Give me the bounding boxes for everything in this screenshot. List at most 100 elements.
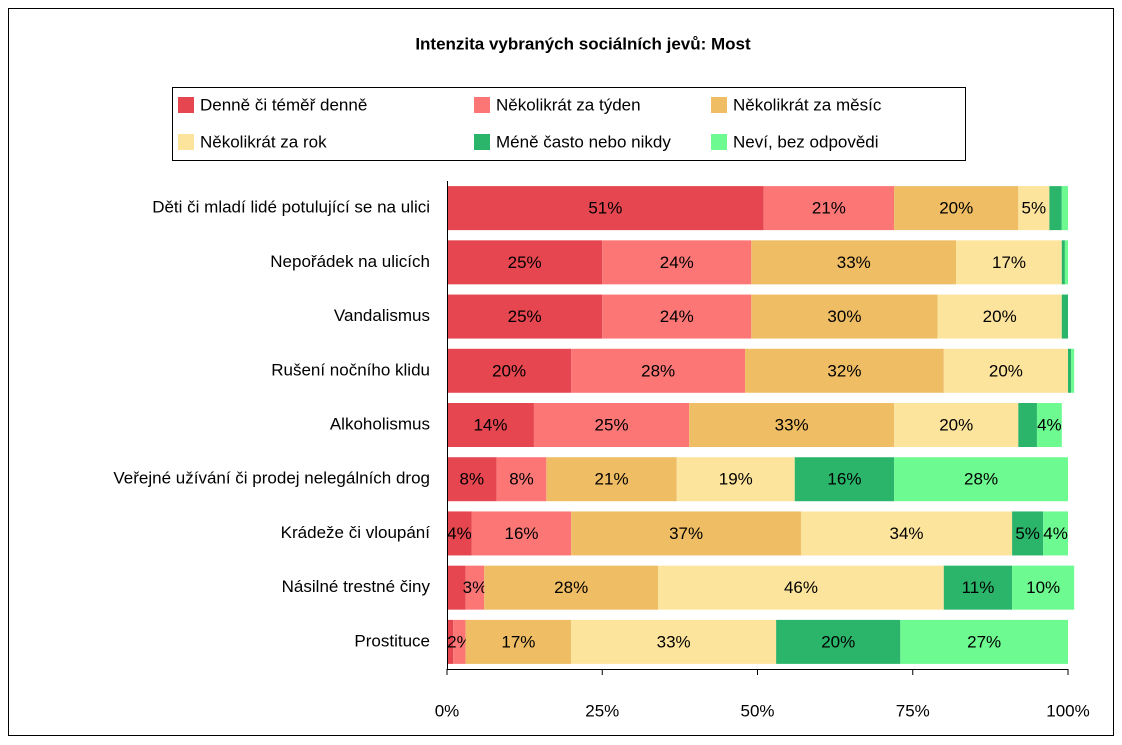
bar-segment — [894, 457, 1068, 502]
data-label: 20% — [492, 361, 526, 380]
data-label: 21% — [812, 199, 846, 218]
bar-segment — [1018, 403, 1037, 447]
bar-segment — [447, 403, 534, 447]
data-label: 2% — [447, 632, 472, 651]
data-label: 24% — [660, 307, 694, 326]
bar-segment — [1018, 186, 1050, 231]
bar-segment — [1012, 565, 1075, 610]
legend-label: Několikrát za měsíc — [733, 95, 882, 114]
bar-segment — [794, 457, 895, 502]
y-tick-label: Alkoholismus — [330, 414, 430, 433]
y-tick-label: Vandalismus — [334, 306, 430, 325]
x-tick-label: 25% — [585, 701, 619, 720]
bar-segment — [602, 240, 752, 285]
bar-segment — [900, 619, 1068, 664]
legend-swatch — [711, 97, 727, 113]
bar-segment — [1071, 348, 1075, 393]
legend-label: Neví, bez odpovědi — [733, 132, 879, 151]
data-label: 34% — [890, 524, 924, 543]
bar-segment — [894, 403, 1019, 447]
bar-segment — [689, 403, 895, 447]
data-label: 11% — [962, 578, 995, 597]
bar-segment — [937, 294, 1062, 339]
bar-segment — [571, 619, 777, 664]
legend-swatch — [474, 97, 490, 113]
bar-segment — [1061, 240, 1065, 285]
bar-segment — [894, 186, 1019, 231]
x-tick-label: 50% — [740, 701, 774, 720]
bar-segment — [956, 240, 1062, 285]
legend-label: Několikrát za rok — [200, 132, 327, 151]
bar-segment — [447, 511, 472, 556]
bar-segment — [447, 565, 466, 610]
data-label: 30% — [827, 307, 861, 326]
legend-box — [172, 87, 966, 161]
bar-segment — [546, 457, 677, 502]
bar-segment — [751, 240, 957, 285]
y-tick-label: Rušení nočního klidu — [271, 360, 430, 379]
bar-segment — [943, 348, 1068, 393]
x-tick-label: 75% — [896, 701, 930, 720]
bar-segment — [602, 294, 752, 339]
chart-title: Intenzita vybraných sociálních jevů: Mos… — [415, 34, 751, 53]
bar-segment — [1061, 186, 1068, 231]
data-label: 20% — [983, 307, 1017, 326]
bar-segment — [465, 619, 572, 664]
data-label: 17% — [992, 253, 1026, 272]
bar-segment — [751, 294, 938, 339]
data-label: 3% — [463, 578, 488, 597]
legend-label: Denně či téměř denně — [200, 95, 367, 114]
data-label: 21% — [595, 470, 629, 489]
data-label: 16% — [827, 470, 861, 489]
data-label: 28% — [964, 470, 998, 489]
bar-segment — [1064, 240, 1068, 285]
data-label: 8% — [509, 470, 534, 489]
bar-segment — [745, 348, 944, 393]
bar-segment — [1068, 348, 1072, 393]
bar-segment — [447, 294, 603, 339]
bar-segment — [496, 457, 547, 502]
bar-segment — [571, 348, 746, 393]
legend-swatch — [474, 134, 490, 150]
y-tick-label: Krádeže či vloupání — [281, 523, 431, 542]
data-label: 32% — [827, 361, 861, 380]
bar-segment — [447, 348, 572, 393]
bar-segment — [800, 511, 1013, 556]
data-label: 20% — [939, 199, 973, 218]
y-tick-label: Veřejné užívání či prodej nelegálních dr… — [113, 469, 430, 488]
bar-segment — [763, 186, 895, 231]
y-tick-label: Násilné trestné činy — [282, 577, 431, 596]
legend-swatch — [711, 134, 727, 150]
bar-segment — [1061, 294, 1068, 339]
bar-segment — [447, 240, 603, 285]
data-label: 25% — [508, 253, 542, 272]
data-label: 33% — [775, 415, 809, 434]
data-label: 33% — [837, 253, 871, 272]
data-label: 25% — [595, 415, 629, 434]
data-label: 46% — [784, 578, 818, 597]
y-tick-label: Prostituce — [354, 631, 430, 650]
data-label: 33% — [657, 632, 691, 651]
data-label: 10% — [1026, 578, 1060, 597]
legend-swatch — [178, 134, 194, 150]
data-label: 27% — [967, 632, 1001, 651]
bar-segment — [447, 457, 497, 502]
data-label: 20% — [989, 361, 1023, 380]
bar-segment — [571, 511, 801, 556]
data-label: 4% — [1037, 415, 1062, 434]
x-tick-label: 100% — [1046, 701, 1089, 720]
bar-segment — [1012, 511, 1044, 556]
data-label: 28% — [554, 578, 588, 597]
data-label: 19% — [719, 470, 753, 489]
bar-segment — [1043, 511, 1068, 556]
y-tick-label: Nepořádek na ulicích — [270, 252, 430, 271]
data-label: 14% — [473, 415, 507, 434]
bar-segment — [1049, 186, 1062, 231]
data-label: 25% — [508, 307, 542, 326]
bar-segment — [447, 186, 764, 231]
data-label: 4% — [1043, 524, 1068, 543]
bar-segment — [471, 511, 572, 556]
data-label: 20% — [821, 632, 855, 651]
legend-swatch — [178, 97, 194, 113]
legend-label: Méně často nebo nikdy — [496, 132, 671, 151]
